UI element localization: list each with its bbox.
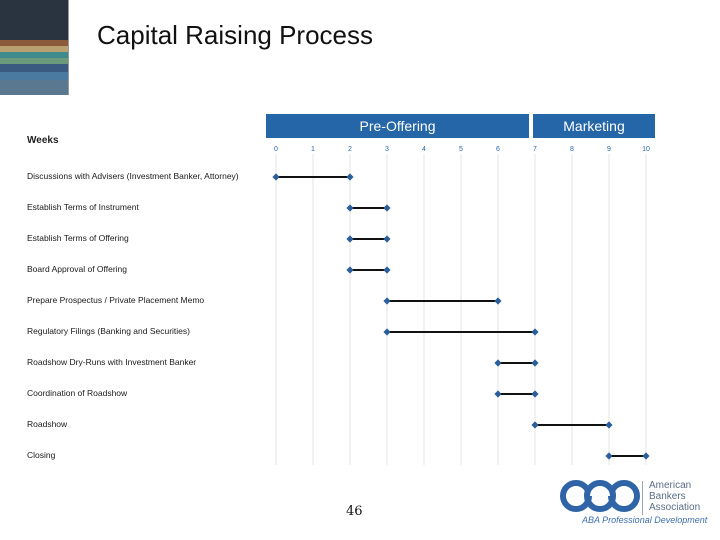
logo-tagline: ABA Professional Development (582, 515, 708, 525)
x-tick-label: 3 (385, 146, 389, 153)
task-milestone-marker (346, 204, 354, 212)
x-tick-label: 9 (607, 146, 611, 153)
x-tick-label: 0 (274, 146, 278, 153)
decorative-stripes (0, 0, 68, 95)
task-milestone-marker (383, 297, 391, 305)
task-milestone-marker (605, 421, 613, 429)
logo-org-line: Bankers (649, 491, 686, 502)
stripe (0, 72, 68, 80)
aba-logo-mark-icon (560, 478, 640, 512)
task-milestone-marker (494, 297, 502, 305)
task-milestone-marker (531, 328, 539, 336)
x-tick-label: 4 (422, 146, 426, 153)
page-number: 46 (346, 504, 363, 519)
task-milestone-marker (346, 235, 354, 243)
stripe (0, 64, 68, 72)
task-milestone-marker (531, 359, 539, 367)
task-milestone-marker (383, 328, 391, 336)
task-label: Establish Terms of Instrument (27, 202, 139, 212)
x-tick-label: 8 (570, 146, 574, 153)
task-label: Roadshow Dry-Runs with Investment Banker (27, 357, 197, 367)
task-label: Prepare Prospectus / Private Placement M… (27, 295, 205, 305)
task-milestone-marker (531, 421, 539, 429)
task-label: Regulatory Filings (Banking and Securiti… (27, 326, 190, 336)
stripe (0, 46, 68, 52)
page-title: Capital Raising Process (97, 20, 374, 50)
aba-logo: American Bankers Association ABA Profess… (560, 478, 710, 528)
task-label: Roadshow (27, 419, 68, 429)
task-milestone-marker (383, 204, 391, 212)
task-milestone-marker (531, 390, 539, 398)
task-milestone-marker (272, 173, 280, 181)
task-label: Discussions with Advisers (Investment Ba… (27, 171, 239, 181)
x-tick-label: 10 (642, 146, 650, 153)
task-label: Board Approval of Offering (27, 264, 128, 274)
phase-header-pre-offering: Pre-Offering (266, 114, 529, 138)
logo-divider (642, 481, 643, 515)
task-milestone-marker (346, 266, 354, 274)
x-tick-label: 6 (496, 146, 500, 153)
task-label: Establish Terms of Offering (27, 233, 129, 243)
task-milestone-marker (642, 452, 650, 460)
task-milestone-marker (346, 173, 354, 181)
x-tick-label: 7 (533, 146, 537, 153)
stripe (0, 58, 68, 64)
title-divider (68, 0, 69, 95)
logo-org-name: American Bankers Association (649, 480, 709, 513)
task-label: Closing (27, 450, 56, 460)
x-tick-label: 2 (348, 146, 352, 153)
task-milestone-marker (494, 390, 502, 398)
x-tick-label: 5 (459, 146, 463, 153)
phase-header-marketing: Marketing (533, 114, 655, 138)
stripe (0, 40, 68, 46)
stripe (0, 0, 68, 40)
task-label: Coordination of Roadshow (27, 388, 128, 398)
task-milestone-marker (494, 359, 502, 367)
task-milestone-marker (383, 235, 391, 243)
x-tick-label: 1 (311, 146, 315, 153)
x-axis-label: Weeks (27, 135, 59, 146)
task-milestone-marker (383, 266, 391, 274)
logo-org-line: Association (649, 502, 701, 513)
task-milestone-marker (605, 452, 613, 460)
stripe (0, 80, 68, 95)
logo-org-line: American (649, 480, 692, 491)
stripe (0, 52, 68, 58)
gantt-chart: 0 1 2 3 4 5 6 7 8 9 10 (272, 146, 650, 465)
